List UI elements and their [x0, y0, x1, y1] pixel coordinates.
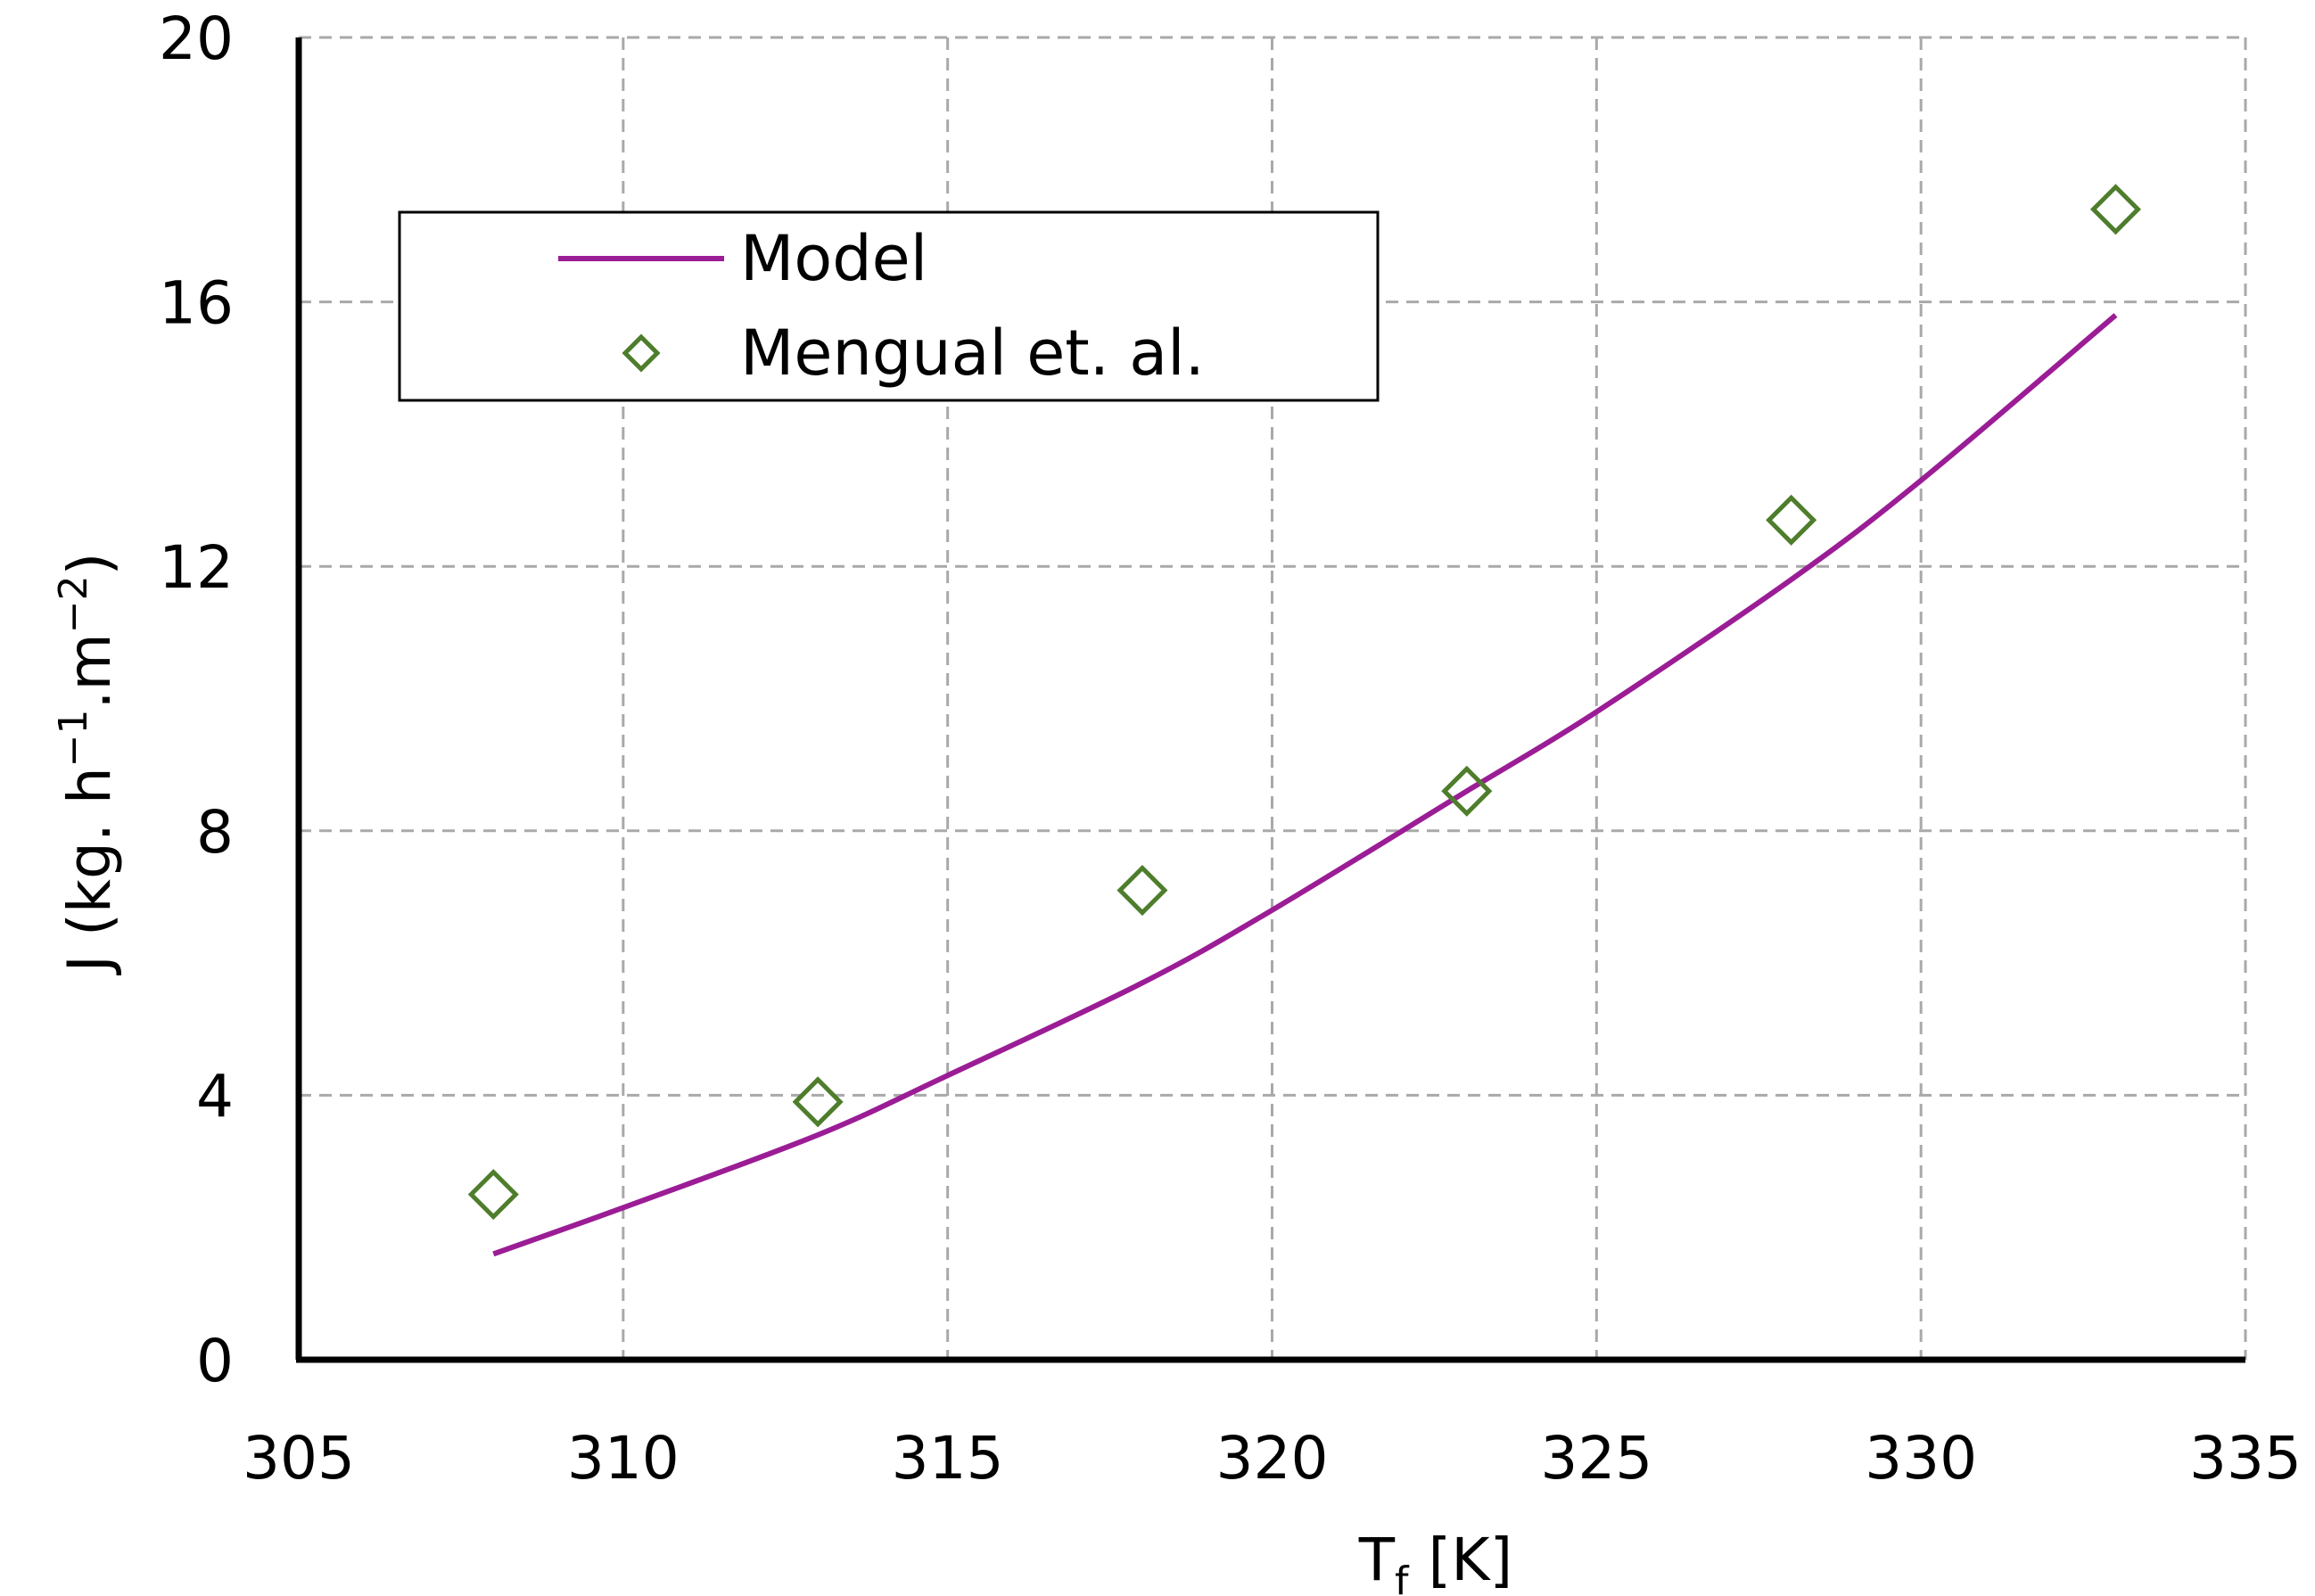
data-point-mengual-333 [2089, 184, 2142, 235]
legend: Model Mengual et. al. [398, 210, 1380, 402]
x-tick-label-335: 335 [2189, 1424, 2302, 1493]
x-axis-title-subscript: f [1395, 1559, 1410, 1596]
x-tick-label-320: 320 [1216, 1424, 1329, 1493]
data-point-mengual-313 [792, 1076, 844, 1128]
y-axis-title-mid: .m [55, 633, 124, 709]
data-point-mengual-328 [1766, 494, 1817, 546]
y-tick-label-8: 8 [196, 798, 234, 867]
x-axis-title: Tf [K] [1358, 1526, 1513, 1596]
x-tick-labels: 305 310 315 320 325 330 335 [243, 1424, 2302, 1493]
x-tick-label-310: 310 [567, 1424, 680, 1493]
series-layer [467, 184, 2142, 1257]
y-axis-title: J (kg. h−1.m−2) [51, 553, 124, 976]
x-tick-label-330: 330 [1865, 1424, 1977, 1493]
data-point-mengual-318 [1116, 864, 1168, 917]
axes [295, 37, 2245, 1363]
legend-box [398, 210, 1380, 402]
data-point-mengual-323 [1441, 765, 1493, 817]
series-line-model [492, 313, 2118, 1257]
y-tick-label-16: 16 [159, 269, 234, 338]
y-tick-label-20: 20 [159, 4, 234, 73]
y-tick-label-12: 12 [159, 533, 234, 602]
legend-label-mengual: Mengual et. al. [740, 317, 1205, 390]
x-axis-title-main: T [1358, 1526, 1396, 1594]
data-point-mengual-308 [467, 1169, 519, 1221]
y-axis-title-sup2: −2 [51, 575, 96, 633]
y-axis-title-prefix: J (kg. h [55, 767, 124, 975]
x-axis-title-suffix: [K] [1429, 1526, 1513, 1594]
y-tick-label-4: 4 [196, 1062, 234, 1131]
x-tick-label-305: 305 [243, 1424, 355, 1493]
legend-label-model: Model [740, 222, 927, 295]
x-tick-label-325: 325 [1540, 1424, 1652, 1493]
x-tick-label-315: 315 [892, 1424, 1004, 1493]
y-axis-title-suffix: ) [55, 553, 124, 576]
y-tick-labels: 0 4 8 12 16 20 [159, 4, 234, 1395]
y-axis-title-sup1: −1 [51, 709, 96, 767]
y-tick-label-0: 0 [196, 1327, 234, 1395]
legend-diamond-swatch [622, 333, 661, 373]
